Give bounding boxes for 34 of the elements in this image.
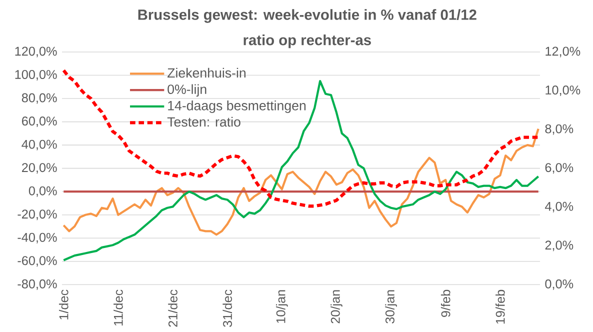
chart-title: Brussels gewest: week-evolutie in % vanaf 01/12: [138, 9, 476, 23]
y-tick-label: -40,0%: [18, 232, 57, 244]
y-tick-label: 120,0%: [15, 46, 57, 58]
x-tick-label: 21/dec: [168, 290, 178, 327]
y2-tick-label: 8,0%: [545, 124, 574, 135]
line-series: [62, 128, 540, 236]
y2-tick-label: 6,0%: [545, 163, 574, 174]
x-tick-label: 19/feb: [496, 290, 505, 324]
y-tick-label: 40,0%: [22, 140, 57, 150]
y-tick-label: -20,0%: [18, 210, 57, 220]
x-tick-label: 9/feb: [440, 290, 450, 318]
y2-tick-label: 2,0%: [545, 240, 574, 252]
legend-label: Testen: ratio: [167, 116, 240, 127]
y2-tick-label: 0,0%: [545, 280, 574, 290]
y-tick-label: 60,0%: [22, 116, 57, 128]
x-tick-label: 31/dec: [222, 290, 232, 327]
legend-label: Ziekenhuis-in: [168, 68, 246, 78]
y-tick-label: -80,0%: [18, 280, 57, 290]
y-tick-label: -60,0%: [18, 256, 57, 267]
y2-tick-label: 10,0%: [546, 86, 580, 96]
y-tick-label: 20,0%: [22, 163, 57, 174]
x-tick-label: 11/dec: [114, 290, 123, 326]
x-tick-label: 10/jan: [276, 290, 288, 323]
y2-tick-label: 4,0%: [544, 202, 574, 212]
y2-tick-label: 12,0%: [546, 46, 580, 58]
legend-label: 14-daags besmettingen: [168, 100, 306, 114]
y-tick-label: 0,0%: [28, 186, 57, 197]
x-tick-label: 30/jan: [385, 290, 397, 324]
x-tick-label: 1/dec: [58, 290, 68, 320]
x-tick-label: 20/jan: [330, 290, 342, 324]
chart-subtitle: ratio op rechter-as: [244, 34, 371, 48]
legend-label: 0%-lijn: [168, 84, 206, 97]
y-tick-label: 80,0%: [22, 93, 57, 104]
y-tick-label: 100,0%: [15, 70, 57, 81]
